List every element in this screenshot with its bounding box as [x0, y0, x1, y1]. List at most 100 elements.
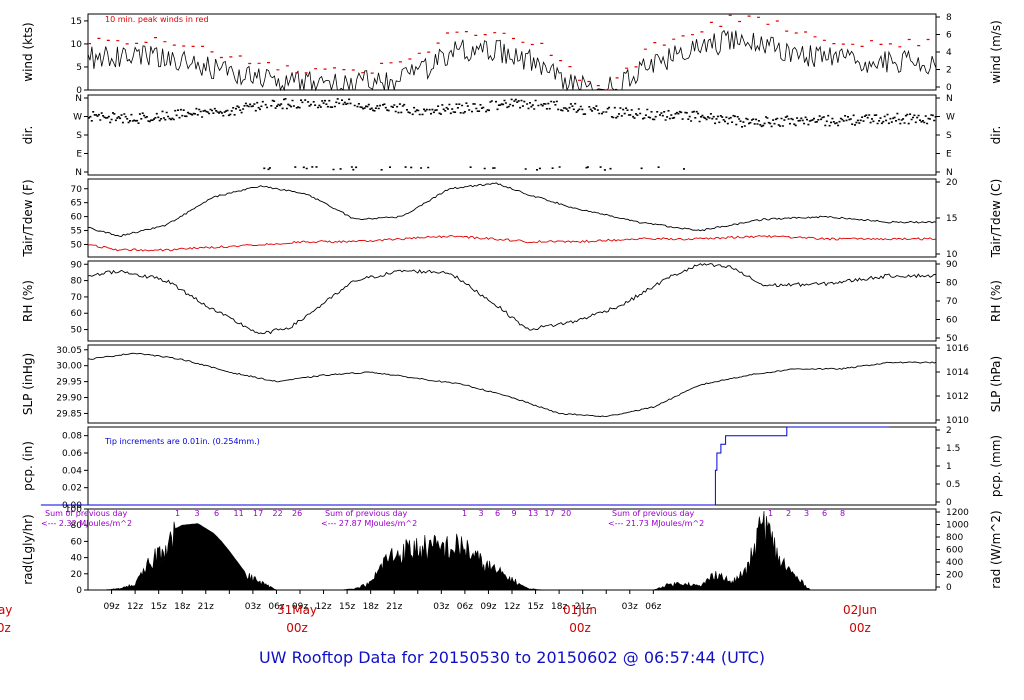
hour-marker: 6 [495, 509, 500, 518]
x-tick-label: 12z [315, 602, 331, 612]
peak-marks [88, 14, 930, 91]
date-label: 00z [0, 621, 11, 635]
left-tick-label: 0 [76, 86, 82, 96]
right-tick-label: 800 [946, 533, 963, 543]
left-tick-label: 70 [71, 185, 83, 195]
x-axis: 09z 12z 15z 18z 21z 03z 06z 09z 12z 15z 18z 21z 03z 0… [0, 590, 877, 635]
right-tick-label: 1010 [946, 416, 969, 426]
x-tick-label: 12z [504, 602, 520, 612]
left-tick-label: 60 [71, 309, 83, 319]
hour-marker: 1 [175, 509, 180, 518]
left-tick-label: S [76, 131, 82, 141]
y-axis-label-right: Tair/Tdew (C) [989, 179, 1003, 259]
panel-rad: 020406080100020040060080010001200rad(Lgl… [21, 505, 1003, 596]
right-tick-label: 0 [946, 583, 952, 593]
panel-frame [87, 344, 937, 424]
hour-marker: 9 [512, 509, 517, 518]
date-label: 02Jun [843, 603, 877, 617]
right-tick-label: 0.5 [946, 480, 960, 490]
day-sum-label: Sum of previous day [325, 509, 407, 518]
right-tick-label: 15 [946, 214, 957, 224]
right-tick-label: 20 [946, 178, 958, 188]
y-axis-label-left: SLP (inHg) [21, 353, 35, 415]
left-tick-label: 30.00 [56, 362, 82, 372]
y-axis-label-left: dir. [21, 126, 35, 145]
right-tick-label: 0 [946, 83, 952, 93]
hour-marker: 1 [768, 509, 773, 518]
hour-marker: 3 [479, 509, 484, 518]
y-axis-label-right: pcp. (mm) [989, 435, 1003, 497]
hour-marker: 13 [528, 509, 538, 518]
x-tick-label: 18z [174, 602, 190, 612]
x-tick-label: 09z [103, 602, 119, 612]
right-tick-label: 80 [946, 279, 958, 289]
left-tick-label: 10 [71, 40, 83, 50]
right-tick-label: N [946, 94, 953, 104]
series-points [88, 98, 937, 171]
panel-slp: 29.85 29.90 29.95 30.00 30.05 1010 1012 1014 101… [21, 344, 1003, 426]
hour-marker: 11 [234, 509, 244, 518]
right-tick-label: 4 [946, 48, 952, 58]
right-tick-label: 50 [946, 334, 958, 344]
x-tick-label: 03z [622, 602, 638, 612]
right-tick-label: 400 [946, 558, 963, 568]
panel-frame [87, 94, 937, 176]
left-tick-label: 80 [71, 521, 83, 531]
day-sum-label: Sum of previous day [612, 509, 694, 518]
series-line [87, 263, 937, 335]
hour-marker: 3 [804, 509, 809, 518]
left-tick-label: 50 [71, 240, 83, 250]
right-tick-label: 1000 [946, 521, 969, 531]
date-label: May [0, 603, 12, 617]
hour-marker: 8 [840, 509, 845, 518]
right-tick-label: 60 [946, 316, 958, 326]
series-line-tdew [87, 234, 937, 252]
x-tick-label: 21z [386, 602, 402, 612]
left-tick-label: 29.85 [56, 409, 82, 419]
date-label: 00z [849, 621, 871, 635]
series-line-tair [87, 182, 937, 237]
x-tick-label: 21z [198, 602, 214, 612]
day-sum-value: <--- 27.87 MJoules/m^2 [321, 519, 417, 528]
y-axis-label-right: SLP (hPa) [989, 356, 1003, 412]
date-label: 00z [569, 621, 591, 635]
x-tick-label: 18z [363, 602, 379, 612]
panel-rh: 50 60 70 80 90 50 60 70 80 90 RH (%) RH (%) [21, 260, 1003, 344]
day-sum-label: Sum of previous day [45, 509, 127, 518]
left-tick-label: 70 [71, 293, 83, 303]
right-tick-label: S [946, 131, 952, 141]
x-tick-label: 09z [292, 602, 308, 612]
hour-marker: 6 [214, 509, 219, 518]
date-label: 31May [277, 603, 317, 617]
x-tick-label: 15z [339, 602, 355, 612]
date-label: 01Jun [563, 603, 597, 617]
left-tick-label: 0 [76, 586, 82, 596]
left-tick-label: 90 [71, 260, 83, 270]
right-tick-label: 10 [946, 250, 958, 260]
y-axis-label-right: dir. [989, 126, 1003, 145]
right-tick-label: 200 [946, 571, 963, 581]
day-sum-value: <--- 2.32 MJoules/m^2 [41, 519, 132, 528]
left-tick-label: 0.08 [62, 432, 82, 442]
left-tick-label: 0.02 [62, 484, 82, 494]
date-label: 00z [286, 621, 308, 635]
x-tick-label: 06z [268, 602, 284, 612]
left-tick-label: 5 [76, 63, 82, 73]
right-tick-label: 1014 [946, 368, 969, 378]
series-area [88, 510, 936, 591]
left-tick-label: 29.90 [56, 394, 82, 404]
right-tick-label: 1.5 [946, 444, 960, 454]
left-tick-label: N [75, 168, 82, 178]
x-tick-label: 21z [575, 602, 591, 612]
left-tick-label: 40 [71, 554, 83, 564]
page-title: UW Rooftop Data for 20150530 to 20150602… [258, 648, 766, 667]
hour-marker: 22 [273, 509, 283, 518]
hour-marker: 1 [462, 509, 467, 518]
left-tick-label: W [73, 113, 82, 123]
y-axis-label-left: rad(Lgly/hr) [21, 514, 35, 585]
x-tick-label: 03z [245, 602, 261, 612]
right-tick-label: 8 [946, 13, 952, 23]
hour-marker: 20 [561, 509, 571, 518]
